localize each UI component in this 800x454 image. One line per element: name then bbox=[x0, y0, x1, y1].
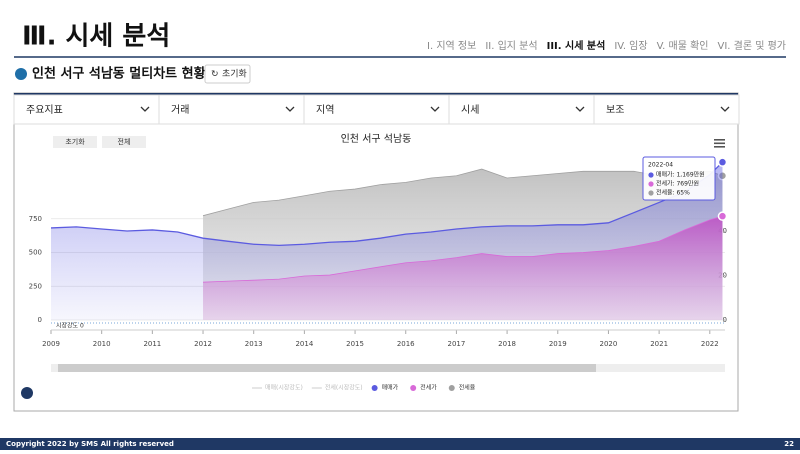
x-tick-label: 2022 bbox=[701, 340, 719, 348]
x-tick-label: 2012 bbox=[194, 340, 212, 348]
hover-point bbox=[717, 157, 728, 167]
tooltip-item: 전세율: 65% bbox=[656, 189, 690, 197]
reset-label: 초기화 bbox=[222, 69, 247, 80]
subtitle: 인천 서구 석남동 멀티차트 현황 bbox=[32, 66, 206, 82]
nav-item[interactable]: I. 지역 정보 bbox=[427, 40, 476, 52]
chart-button-label: 전체 bbox=[118, 137, 131, 146]
dropdown-label: 시세 bbox=[461, 104, 479, 116]
x-tick-label: 2019 bbox=[549, 340, 567, 348]
x-tick-label: 2017 bbox=[447, 340, 465, 348]
legend-label[interactable]: 매매(시장강도) bbox=[265, 384, 303, 392]
dropdown-arrow bbox=[720, 106, 730, 112]
dropdown-label: 지역 bbox=[316, 104, 334, 116]
legend-label[interactable]: 전세(시장강도) bbox=[325, 384, 363, 392]
chart-button[interactable] bbox=[53, 136, 97, 148]
x-tick-label: 2010 bbox=[93, 340, 111, 348]
chart-button-label: 초기화 bbox=[65, 137, 85, 146]
tooltip-box bbox=[642, 156, 716, 201]
x-tick-label: 2013 bbox=[245, 340, 263, 348]
legend-label[interactable]: 전세율 bbox=[459, 384, 476, 392]
tooltip-swatch bbox=[648, 190, 654, 196]
logo bbox=[21, 387, 33, 399]
dropdown-arrow bbox=[285, 106, 295, 112]
nav-item[interactable]: IV. 임장 bbox=[614, 39, 647, 52]
dropdown-arrow bbox=[430, 106, 440, 112]
menu-icon[interactable] bbox=[714, 139, 725, 148]
tooltip-swatch bbox=[648, 172, 654, 178]
tooltip-swatch bbox=[648, 181, 654, 187]
dropdown[interactable] bbox=[593, 94, 740, 125]
copyright: Copyright 2022 by SMS All rights reserve… bbox=[6, 440, 174, 448]
x-tick-label: 2011 bbox=[143, 340, 161, 348]
series-area bbox=[203, 216, 723, 320]
reset-icon: ↻ bbox=[211, 70, 219, 80]
nav-item[interactable]: V. 매물 확인 bbox=[657, 40, 709, 52]
footer-bar bbox=[0, 438, 800, 450]
series-line bbox=[50, 161, 723, 246]
dropdown-label: 주요지표 bbox=[26, 104, 63, 116]
dropdown[interactable] bbox=[13, 94, 160, 125]
legend-label[interactable]: 전세가 bbox=[420, 384, 437, 392]
nav-item[interactable]: II. 입지 분석 bbox=[485, 39, 537, 52]
y-tick-label: 0 bbox=[38, 316, 42, 324]
x-tick-label: 2020 bbox=[600, 340, 618, 348]
y2-tick-label: 40 bbox=[718, 227, 727, 235]
legend-swatch bbox=[371, 385, 378, 391]
dropdown[interactable] bbox=[158, 94, 305, 125]
legend-swatch bbox=[448, 385, 455, 391]
legend-label[interactable]: 매매가 bbox=[382, 384, 399, 392]
y-tick-label: 250 bbox=[29, 282, 42, 290]
page-title: Ⅲ. 시세 분석 bbox=[22, 22, 170, 52]
x-tick-label: 2016 bbox=[397, 340, 415, 348]
dropdown-label: 보조 bbox=[606, 104, 624, 116]
reset-button[interactable] bbox=[204, 64, 251, 84]
nav-item[interactable]: III. 시세 분석 bbox=[547, 39, 606, 52]
dropdown-arrow bbox=[140, 106, 150, 112]
chart-title: 인천 서구 석남동 bbox=[341, 133, 412, 145]
dropdown-arrow bbox=[575, 106, 585, 112]
x-tick-label: 2015 bbox=[346, 340, 364, 348]
series-line bbox=[203, 215, 723, 283]
legend-swatch bbox=[410, 385, 417, 391]
tooltip-date: 2022-04 bbox=[648, 162, 673, 169]
page-number: 22 bbox=[784, 440, 794, 448]
frame-top bbox=[14, 93, 738, 95]
annotation: 시장강도 0 bbox=[56, 322, 84, 330]
nav-item[interactable]: VI. 결론 및 평가 bbox=[717, 40, 786, 52]
y2-tick-label: 20 bbox=[718, 272, 727, 280]
x-tick-label: 2009 bbox=[42, 340, 60, 348]
y-tick-label: 750 bbox=[29, 215, 42, 223]
scroll-thumb[interactable] bbox=[58, 364, 596, 372]
hover-point bbox=[717, 211, 728, 221]
x-tick-label: 2018 bbox=[498, 340, 516, 348]
x-tick-label: 2021 bbox=[650, 340, 668, 348]
home-icon bbox=[15, 68, 27, 80]
x-tick-label: 2014 bbox=[295, 340, 313, 348]
y-tick-label: 500 bbox=[29, 249, 42, 257]
tooltip-item: 전세가: 769만원 bbox=[656, 180, 699, 188]
chart-button[interactable] bbox=[102, 136, 146, 148]
dropdown-label: 거래 bbox=[171, 104, 189, 116]
tooltip-item: 매매가: 1,169만원 bbox=[656, 171, 705, 179]
